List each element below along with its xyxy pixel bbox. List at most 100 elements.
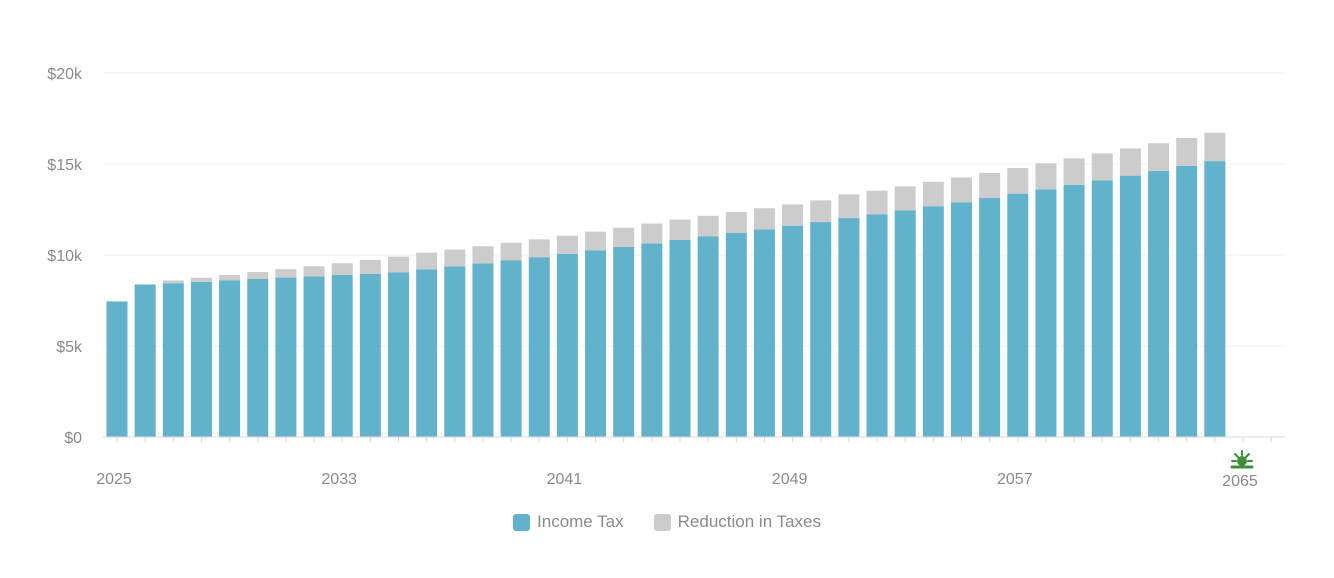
bar-income-tax[interactable]: [1035, 189, 1057, 437]
bar-reduction-in-taxes[interactable]: [500, 242, 522, 261]
x-tick-label: 2041: [547, 471, 583, 488]
bar-reduction-in-taxes[interactable]: [838, 194, 860, 219]
bars: [106, 132, 1226, 437]
bar-reduction-in-taxes[interactable]: [894, 186, 916, 211]
bar-reduction-in-taxes[interactable]: [810, 200, 832, 223]
bar-reduction-in-taxes[interactable]: [162, 280, 184, 284]
bar-income-tax[interactable]: [190, 281, 212, 437]
bar-reduction-in-taxes[interactable]: [725, 212, 747, 233]
bar-reduction-in-taxes[interactable]: [1119, 148, 1141, 176]
bar-reduction-in-taxes[interactable]: [1204, 132, 1226, 162]
bar-income-tax[interactable]: [275, 277, 297, 437]
legend-label-reduction-in-taxes: Reduction in Taxes: [677, 512, 821, 531]
bar-income-tax[interactable]: [669, 239, 691, 437]
bar-income-tax[interactable]: [528, 257, 550, 437]
legend: Income Tax Reduction in Taxes: [0, 512, 1334, 532]
x-axis-labels: 2025 2033 2041 2049 2057 2065: [96, 471, 1258, 490]
bar-income-tax[interactable]: [838, 218, 860, 437]
bar-reduction-in-taxes[interactable]: [275, 269, 297, 278]
bar-income-tax[interactable]: [1148, 170, 1170, 437]
bar-reduction-in-taxes[interactable]: [472, 246, 494, 264]
bar-income-tax[interactable]: [444, 266, 466, 437]
bar-income-tax[interactable]: [106, 301, 128, 437]
bar-reduction-in-taxes[interactable]: [416, 252, 438, 270]
bar-income-tax[interactable]: [416, 269, 438, 437]
bar-reduction-in-taxes[interactable]: [388, 256, 409, 273]
bar-reduction-in-taxes[interactable]: [247, 272, 269, 280]
legend-swatch-reduction-in-taxes: [653, 513, 671, 531]
sun-icon-core: [1237, 456, 1247, 466]
bar-income-tax[interactable]: [782, 225, 804, 437]
y-tick-label: $15k: [47, 157, 83, 174]
bar-income-tax[interactable]: [810, 222, 832, 437]
x-tick-label: 2049: [772, 471, 808, 488]
bar-reduction-in-taxes[interactable]: [556, 235, 578, 254]
bar-income-tax[interactable]: [556, 253, 578, 437]
bar-income-tax[interactable]: [134, 284, 156, 437]
bar-income-tax[interactable]: [219, 280, 241, 437]
x-tick-label: 2057: [997, 471, 1033, 488]
y-tick-label: $0: [64, 430, 82, 447]
x-tick-label: 2025: [96, 471, 132, 488]
bar-reduction-in-taxes[interactable]: [1091, 153, 1113, 181]
bar-reduction-in-taxes[interactable]: [697, 215, 719, 237]
bar-income-tax[interactable]: [979, 198, 1001, 437]
bar-income-tax[interactable]: [1063, 184, 1085, 437]
bar-reduction-in-taxes[interactable]: [669, 219, 691, 240]
bar-reduction-in-taxes[interactable]: [979, 172, 1001, 199]
bar-income-tax[interactable]: [472, 263, 494, 437]
bar-income-tax[interactable]: [725, 232, 747, 437]
x-tick-label: 2065: [1222, 473, 1258, 490]
bar-reduction-in-taxes[interactable]: [585, 231, 607, 251]
y-tick-label: $10k: [47, 248, 83, 265]
legend-item-reduction-in-taxes[interactable]: Reduction in Taxes: [653, 512, 821, 532]
bar-reduction-in-taxes[interactable]: [303, 266, 325, 277]
legend-item-income-tax[interactable]: Income Tax: [513, 512, 624, 532]
bar-reduction-in-taxes[interactable]: [528, 239, 550, 258]
bar-income-tax[interactable]: [951, 202, 972, 437]
bar-reduction-in-taxes[interactable]: [641, 223, 663, 244]
bar-income-tax[interactable]: [866, 214, 888, 437]
bar-income-tax[interactable]: [753, 229, 775, 437]
bar-reduction-in-taxes[interactable]: [359, 259, 381, 274]
bar-reduction-in-taxes[interactable]: [1176, 137, 1198, 167]
bar-reduction-in-taxes[interactable]: [190, 277, 212, 282]
bar-reduction-in-taxes[interactable]: [613, 227, 635, 247]
bar-reduction-in-taxes[interactable]: [1035, 163, 1057, 190]
legend-swatch-income-tax: [513, 513, 531, 531]
bar-income-tax[interactable]: [641, 243, 663, 437]
bar-income-tax[interactable]: [697, 236, 719, 437]
bar-income-tax[interactable]: [500, 260, 522, 437]
bar-income-tax[interactable]: [1176, 166, 1198, 437]
bar-income-tax[interactable]: [162, 283, 184, 437]
bar-income-tax[interactable]: [1119, 175, 1141, 437]
x-tick-label: 2033: [321, 471, 357, 488]
bar-reduction-in-taxes[interactable]: [444, 249, 466, 267]
bar-income-tax[interactable]: [1091, 180, 1113, 437]
bar-income-tax[interactable]: [388, 272, 409, 437]
bar-income-tax[interactable]: [585, 250, 607, 437]
bar-reduction-in-taxes[interactable]: [1063, 158, 1085, 185]
bar-reduction-in-taxes[interactable]: [753, 208, 775, 230]
bar-reduction-in-taxes[interactable]: [866, 190, 888, 215]
bar-reduction-in-taxes[interactable]: [219, 275, 241, 281]
bar-income-tax[interactable]: [922, 206, 944, 437]
bar-reduction-in-taxes[interactable]: [951, 177, 972, 203]
bar-income-tax[interactable]: [247, 279, 269, 437]
bar-income-tax[interactable]: [331, 275, 353, 437]
y-axis-labels: $0 $5k $10k $15k $20k: [47, 66, 83, 447]
bar-income-tax[interactable]: [1007, 193, 1029, 437]
bar-reduction-in-taxes[interactable]: [331, 263, 353, 276]
bar-income-tax[interactable]: [359, 273, 381, 437]
bar-income-tax[interactable]: [303, 276, 325, 437]
bar-income-tax[interactable]: [894, 210, 916, 437]
bar-reduction-in-taxes[interactable]: [922, 181, 944, 207]
bar-reduction-in-taxes[interactable]: [782, 204, 804, 226]
gridlines: [103, 72, 1285, 347]
sun-icon-rays: [1231, 450, 1253, 462]
bar-income-tax[interactable]: [613, 246, 635, 437]
bar-reduction-in-taxes[interactable]: [1148, 143, 1170, 171]
bar-reduction-in-taxes[interactable]: [1007, 168, 1029, 194]
bar-income-tax[interactable]: [1204, 161, 1226, 437]
